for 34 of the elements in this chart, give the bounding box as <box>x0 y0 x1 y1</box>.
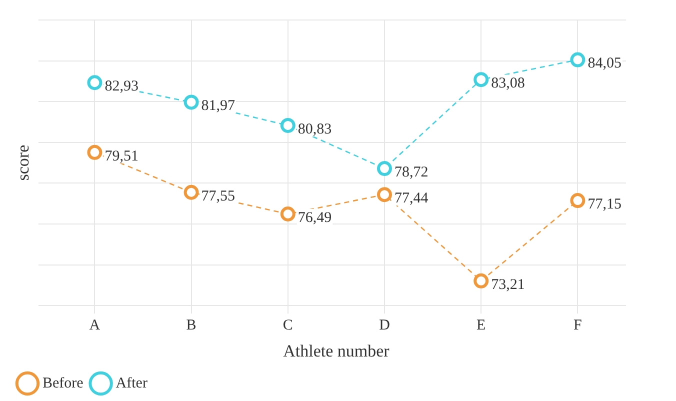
x-tick-label: C <box>282 318 293 334</box>
point <box>377 187 392 202</box>
x-tick-label: D <box>379 318 390 334</box>
legend-label: Before <box>42 375 84 392</box>
point <box>184 94 199 110</box>
x-tick-label: A <box>89 318 100 334</box>
point <box>87 144 102 160</box>
point <box>570 52 586 68</box>
point <box>280 206 296 222</box>
data-label: 81,97 <box>201 98 236 114</box>
data-label: 84,05 <box>588 56 622 72</box>
point <box>87 75 102 90</box>
data-label: 77,44 <box>394 190 429 207</box>
x-tick-label: E <box>476 318 486 334</box>
point <box>280 118 296 133</box>
data-label: 77,15 <box>588 196 622 212</box>
point <box>184 184 199 200</box>
point <box>474 273 489 288</box>
data-label: 80,83 <box>298 121 332 138</box>
data-label: 82,93 <box>104 78 138 95</box>
x-tick-label: F <box>574 318 582 334</box>
point <box>570 193 586 208</box>
data-label: 78,72 <box>394 164 428 180</box>
point <box>377 161 392 176</box>
data-label: 77,55 <box>201 188 236 204</box>
data-label: 83,08 <box>491 76 525 92</box>
y-axis-title: score <box>14 144 33 181</box>
x-axis-title: Athlete number <box>283 341 390 360</box>
data-label: 79,51 <box>104 148 138 164</box>
legend-label: After <box>116 375 148 392</box>
data-label: 76,49 <box>298 210 332 226</box>
x-tick-label: B <box>186 318 196 334</box>
point <box>474 72 489 88</box>
data-label: 73,21 <box>491 276 525 293</box>
